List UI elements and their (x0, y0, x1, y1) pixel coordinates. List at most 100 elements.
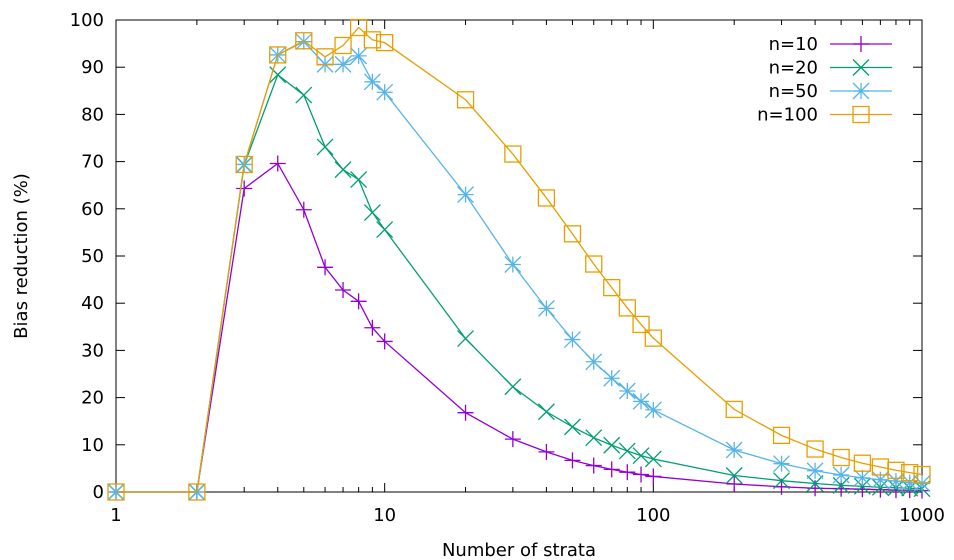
data-point (269, 46, 287, 64)
data-point (457, 330, 475, 348)
data-point (887, 461, 905, 479)
data-point (618, 382, 636, 400)
data-point (334, 161, 352, 179)
legend-label: n=10 (769, 34, 818, 55)
legend-label: n=100 (757, 105, 818, 126)
data-point (645, 468, 662, 485)
data-point (603, 278, 621, 297)
data-point (269, 66, 287, 84)
y-tick-label: 30 (81, 340, 104, 361)
plot-series (107, 18, 931, 501)
data-point (376, 83, 394, 101)
data-point (585, 255, 603, 273)
data-point (853, 454, 872, 472)
data-point (853, 477, 871, 495)
data-point (632, 315, 650, 334)
data-point (363, 73, 381, 91)
data-point (376, 221, 394, 239)
data-point (852, 59, 870, 76)
y-tick-label: 100 (70, 10, 104, 31)
data-point (852, 82, 870, 100)
data-point (350, 293, 367, 310)
legend-label: n=50 (769, 81, 818, 102)
data-point (725, 441, 743, 459)
data-point (644, 401, 662, 419)
data-point (619, 464, 636, 481)
data-point (853, 36, 869, 52)
data-point (853, 469, 871, 487)
data-point (563, 225, 582, 243)
data-point (603, 369, 621, 387)
data-point (107, 483, 125, 501)
data-point (295, 33, 313, 51)
series-line (116, 73, 923, 493)
data-point (295, 86, 313, 104)
data-point (725, 467, 743, 484)
data-point (563, 418, 581, 436)
y-tick-label: 60 (81, 199, 104, 220)
data-point (585, 457, 602, 474)
data-point (632, 447, 650, 465)
data-point (504, 145, 522, 163)
data-point (269, 155, 286, 172)
data-point (456, 91, 475, 109)
series-line (116, 40, 923, 493)
data-point (806, 440, 824, 458)
data-point (349, 18, 368, 37)
data-point (563, 331, 581, 349)
data-point (913, 475, 931, 492)
legend-label: n=20 (769, 58, 818, 79)
series-n-20 (107, 66, 931, 501)
data-point (316, 48, 334, 66)
data-point (772, 426, 791, 445)
series-n-50 (107, 33, 931, 501)
y-tick-label: 80 (81, 104, 104, 125)
data-point (632, 392, 650, 410)
data-point (188, 483, 206, 501)
data-point (901, 463, 919, 482)
data-point (295, 32, 313, 50)
data-point (457, 404, 474, 421)
data-point (350, 47, 368, 65)
data-point (603, 461, 620, 478)
data-point (644, 329, 662, 347)
series-line (116, 162, 923, 493)
y-tick-label: 90 (81, 57, 104, 78)
y-tick-label: 20 (81, 388, 104, 409)
data-point (295, 201, 312, 218)
data-point (833, 480, 850, 497)
data-point (806, 475, 824, 492)
data-point (537, 299, 555, 317)
data-point (537, 403, 555, 421)
x-axis-title: Number of strata (442, 540, 596, 560)
data-point (334, 55, 352, 73)
y-tick-label: 10 (81, 435, 104, 456)
data-point (235, 155, 253, 174)
x-tick-label: 10 (373, 505, 396, 526)
data-point (504, 431, 521, 448)
series-line (116, 26, 923, 493)
y-tick-label: 50 (81, 246, 104, 267)
data-point (603, 436, 621, 454)
y-tick-label: 0 (93, 482, 104, 503)
data-point (852, 105, 870, 124)
data-point (773, 455, 790, 473)
data-point (725, 400, 743, 419)
data-point (538, 443, 555, 460)
y-axis-title: Bias reduction (%) (11, 173, 32, 339)
data-point (644, 450, 662, 468)
data-point (504, 378, 522, 396)
data-point (633, 466, 650, 483)
data-point (316, 138, 334, 156)
data-point (773, 472, 790, 490)
data-point (376, 333, 393, 350)
data-point (364, 319, 381, 336)
data-point (236, 180, 253, 197)
data-point (618, 299, 636, 317)
series-n-100 (107, 18, 931, 501)
data-point (317, 259, 334, 276)
data-point (726, 475, 743, 492)
x-tick-label: 1 (110, 505, 121, 526)
data-point (350, 171, 368, 188)
